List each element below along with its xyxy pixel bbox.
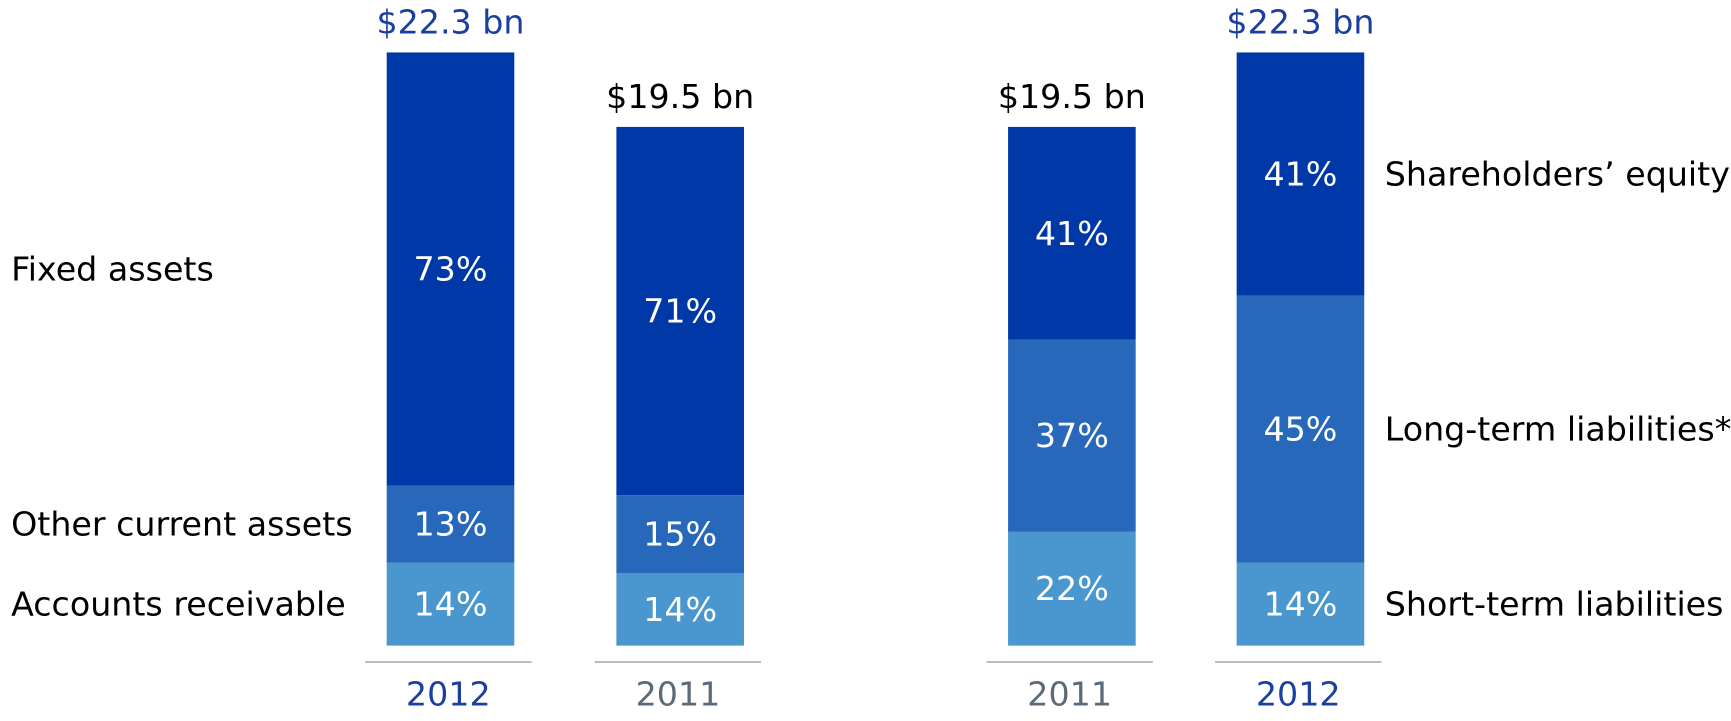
x-tick-label: 2012 <box>1256 675 1341 714</box>
data-label: 41% <box>1263 155 1337 194</box>
data-label: 22% <box>1035 569 1109 608</box>
bar-segment <box>616 495 744 573</box>
total-label: $19.5 bn <box>606 77 754 116</box>
data-label: 71% <box>643 292 717 331</box>
data-label: 13% <box>414 505 488 544</box>
data-label: 73% <box>414 250 488 289</box>
legend-label: Other current assets <box>11 505 353 544</box>
bar-segment <box>386 52 515 486</box>
data-label: 14% <box>414 585 488 624</box>
legend-label: Long-term liabilities* <box>1385 410 1731 449</box>
bar-segment <box>616 572 744 646</box>
bar-segment <box>1008 339 1136 532</box>
legend-label: Accounts receivable <box>11 585 346 624</box>
x-tick-label: 2011 <box>1027 675 1112 714</box>
bar-segment <box>386 485 515 563</box>
x-tick-label: 2011 <box>636 675 721 714</box>
bar-segment <box>1008 126 1136 340</box>
legend-label: Fixed assets <box>11 250 214 289</box>
bar-segment <box>1236 295 1365 563</box>
total-label: $22.3 bn <box>1226 3 1374 42</box>
bar-segment <box>1008 531 1136 646</box>
bar-segment <box>616 126 744 496</box>
data-label: 14% <box>643 590 717 629</box>
bar-segment <box>1236 562 1365 646</box>
bar-segment <box>1236 52 1365 296</box>
data-label: 15% <box>643 515 717 554</box>
data-label: 14% <box>1263 585 1337 624</box>
total-label: $19.5 bn <box>998 77 1146 116</box>
data-label: 45% <box>1263 410 1337 449</box>
plot-area: 14% Accounts receivable 13% Other current a… <box>11 3 1731 714</box>
legend-label: Short-term liabilities <box>1385 585 1724 624</box>
data-label: 37% <box>1035 416 1109 455</box>
data-label: 41% <box>1035 214 1109 253</box>
total-label: $22.3 bn <box>376 3 524 42</box>
bar-segment <box>386 562 515 646</box>
legend-label: Shareholders’ equity <box>1385 155 1730 194</box>
x-tick-label: 2012 <box>406 675 491 714</box>
